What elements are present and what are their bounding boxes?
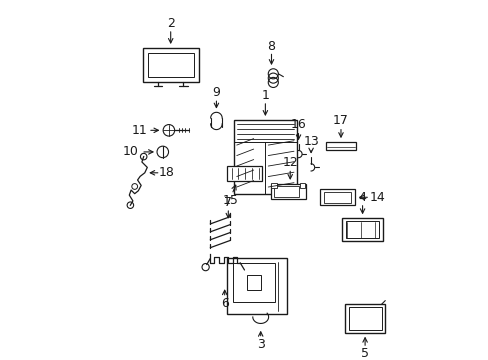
Text: 6: 6 — [220, 297, 228, 310]
Text: 10: 10 — [123, 145, 139, 158]
Text: 8: 8 — [267, 40, 275, 53]
Bar — [271, 183, 277, 188]
Bar — [270, 184, 305, 199]
Bar — [346, 221, 378, 238]
Bar — [246, 275, 261, 290]
Text: 11: 11 — [131, 124, 147, 137]
Text: 17: 17 — [332, 114, 348, 127]
Bar — [147, 53, 193, 77]
Bar — [344, 304, 385, 333]
Text: 1: 1 — [261, 89, 269, 102]
Bar — [233, 120, 296, 194]
Bar — [299, 183, 305, 188]
Bar — [342, 218, 382, 241]
Text: 5: 5 — [360, 347, 368, 360]
Text: 15: 15 — [223, 194, 238, 207]
Text: 7: 7 — [224, 196, 232, 209]
Bar — [232, 264, 275, 302]
Text: 4: 4 — [358, 190, 366, 204]
Bar — [324, 192, 350, 203]
Bar — [226, 258, 287, 314]
Text: 18: 18 — [159, 166, 175, 179]
Bar — [348, 307, 381, 330]
Text: 13: 13 — [303, 135, 318, 148]
Bar — [227, 166, 261, 181]
Text: 9: 9 — [212, 86, 220, 99]
Text: 3: 3 — [256, 338, 264, 351]
Bar — [319, 189, 354, 205]
Bar — [142, 48, 198, 82]
Bar — [325, 142, 356, 150]
Text: 2: 2 — [166, 17, 174, 30]
Text: 12: 12 — [282, 156, 298, 169]
Text: 14: 14 — [369, 191, 385, 204]
Text: 16: 16 — [290, 118, 306, 131]
Bar — [273, 186, 299, 197]
